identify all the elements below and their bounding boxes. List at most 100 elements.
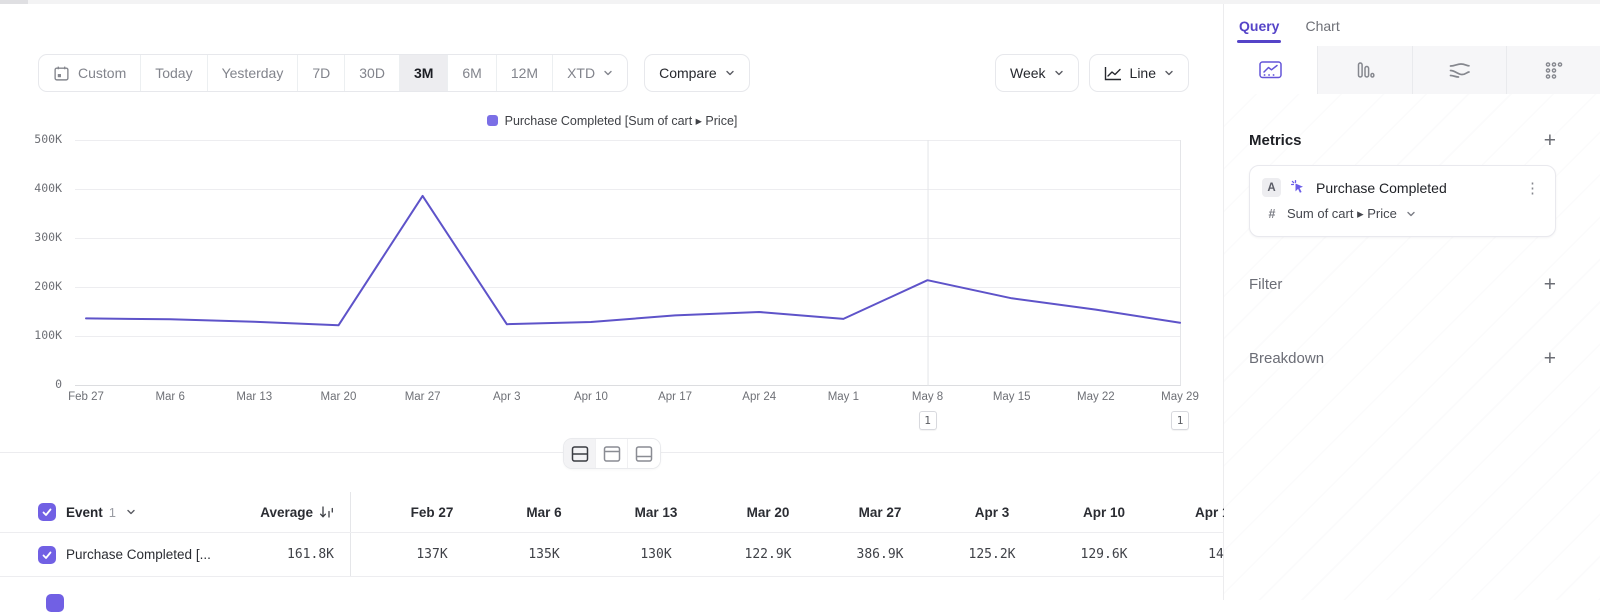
date-cell-value: 137K (416, 547, 448, 562)
range-option-label: Custom (78, 65, 127, 81)
date-column-header: Feb 27 (410, 504, 454, 520)
date-cell-value: 122.9K (744, 547, 792, 562)
metric-measure-selector[interactable]: # Sum of cart ▸ Price (1266, 206, 1543, 222)
chart-type-bar-chart-button[interactable] (1317, 46, 1412, 94)
x-tick-label: May 22 (1076, 391, 1115, 403)
chart-type-flow-button[interactable] (1411, 46, 1506, 94)
range-option-12m[interactable]: 12M (497, 55, 554, 91)
split-view-button[interactable] (564, 439, 596, 468)
add-breakdown-button[interactable]: + (1543, 347, 1556, 370)
x-tick-label: Mar 13 (236, 391, 273, 403)
y-tick-label: 100K (34, 328, 62, 342)
range-option-3m[interactable]: 3M (399, 55, 449, 91)
chart-legend[interactable]: Purchase Completed [Sum of cart ▸ Price] (0, 113, 1224, 128)
x-tick-label: Mar 27 (404, 391, 441, 403)
metrics-title: Metrics (1249, 132, 1302, 149)
results-table: Event 1 Average Feb 27 Mar 6 Mar 13 Mar 20 M… (0, 492, 1224, 577)
date-column-header: Mar 20 (746, 504, 790, 520)
date-cell-value: 125.2K (968, 547, 1016, 562)
range-option-6m[interactable]: 6M (448, 55, 497, 91)
date-column-header-partial: Apr 17 (1194, 504, 1224, 520)
annotation-badge[interactable]: 1 (1171, 411, 1189, 430)
table-only-layout-icon (634, 445, 654, 463)
date-column-values: 137K 135K 130K 122.9K 386.9K 125.2K 129.6K 14 (350, 533, 1224, 576)
date-cell-value: 386.9K (856, 547, 904, 562)
chart-toolbar: Custom Today Yesterday 7D 30D 3M 6M 12M XTD Comp… (38, 54, 1189, 92)
split-layout-icon (570, 445, 590, 463)
x-tick-label: Feb 27 (68, 391, 104, 403)
y-tick-label: 0 (55, 377, 62, 391)
chart-workspace: Custom Today Yesterday 7D 30D 3M 6M 12M XTD Comp… (0, 0, 1224, 612)
chevron-down-icon[interactable] (126, 507, 136, 517)
panel-tabs: Query Chart (1224, 0, 1600, 43)
chart-type-scatter-button[interactable] (1505, 46, 1600, 94)
row-average-value: 161.8K (287, 547, 334, 562)
add-filter-button[interactable]: + (1543, 273, 1556, 296)
compare-button[interactable]: Compare (644, 54, 750, 92)
select-all-checkbox[interactable] (38, 503, 56, 521)
autocapture-click-icon (1290, 179, 1307, 196)
date-range-selector: Custom Today Yesterday 7D 30D 3M 6M 12M XTD (38, 54, 629, 92)
date-cell-value: 135K (528, 547, 560, 562)
legend-label: Purchase Completed [Sum of cart ▸ Price] (504, 114, 738, 128)
add-metric-button[interactable]: + (1543, 129, 1556, 152)
filter-section-header: Filter + (1249, 274, 1556, 295)
next-row-checkbox-partial[interactable] (46, 594, 64, 612)
x-tick-label: Apr 24 (742, 391, 777, 403)
filter-title: Filter (1249, 276, 1283, 293)
sort-icon[interactable] (319, 505, 334, 519)
view-toggle-group (563, 438, 661, 469)
calendar-icon (53, 65, 70, 82)
line-chart-icon (1259, 60, 1282, 80)
chevron-down-icon (603, 68, 613, 78)
tab-chart[interactable]: Chart (1305, 18, 1340, 34)
metric-event-name: Purchase Completed (1316, 179, 1447, 196)
metric-measure-label: Sum of cart ▸ Price (1287, 206, 1397, 221)
interval-button[interactable]: Week (994, 54, 1079, 92)
range-option-today[interactable]: Today (141, 55, 208, 91)
chevron-down-icon (725, 68, 735, 78)
table-row: Purchase Completed [... 161.8K 137K 135K 1… (0, 532, 1224, 577)
range-option-custom[interactable]: Custom (39, 55, 142, 91)
tab-query[interactable]: Query (1236, 18, 1282, 43)
date-column-headers: Feb 27 Mar 6 Mar 13 Mar 20 Mar 27 Apr 3 Apr 10… (350, 492, 1224, 532)
y-tick-label: 400K (34, 181, 62, 195)
date-column-header: Apr 3 (974, 504, 1010, 520)
y-tick-label: 500K (34, 132, 62, 146)
chart-type-line-chart-button[interactable] (1224, 46, 1318, 94)
range-option-30d[interactable]: 30D (345, 55, 400, 91)
line-chart-plot[interactable] (75, 140, 1181, 386)
row-checkbox[interactable] (38, 545, 56, 564)
metric-options-kebab-icon[interactable]: ⋮ (1525, 179, 1540, 197)
y-tick-label: 200K (34, 279, 62, 293)
x-tick-label: Apr 10 (573, 391, 608, 403)
range-option-label: 3M (413, 65, 434, 81)
range-option-7d[interactable]: 7D (298, 55, 346, 91)
metric-card[interactable]: A Purchase Completed ⋮ # Sum of cart ▸ P… (1249, 165, 1556, 237)
scatter-icon (1544, 61, 1563, 80)
line-chart-icon (1104, 66, 1122, 81)
range-option-label: Yesterday (221, 65, 284, 81)
x-tick-label: May 29 (1161, 391, 1199, 403)
interval-label: Week (1009, 65, 1046, 81)
chart-only-view-button[interactable] (596, 439, 628, 468)
flow-icon (1448, 61, 1471, 79)
range-option-label: XTD (567, 65, 596, 81)
chart-type-label: Line (1129, 65, 1156, 81)
event-header-label: Event (66, 504, 103, 520)
x-tick-label: May 15 (992, 391, 1031, 403)
range-option-xtd[interactable]: XTD (553, 55, 627, 91)
table-only-view-button[interactable] (628, 439, 660, 468)
average-header: Average (260, 504, 313, 520)
range-option-label: 30D (359, 65, 385, 81)
annotation-badge[interactable]: 1 (918, 411, 937, 430)
legend-swatch (486, 115, 498, 126)
chart-type-button[interactable]: Line (1088, 54, 1189, 92)
number-property-icon: # (1268, 207, 1276, 221)
row-event-name[interactable]: Purchase Completed [... (66, 547, 211, 562)
x-tick-label: Mar 6 (155, 391, 185, 403)
range-option-yesterday[interactable]: Yesterday (208, 55, 299, 91)
range-option-label: 7D (312, 65, 331, 81)
range-option-label: 6M (462, 65, 482, 81)
